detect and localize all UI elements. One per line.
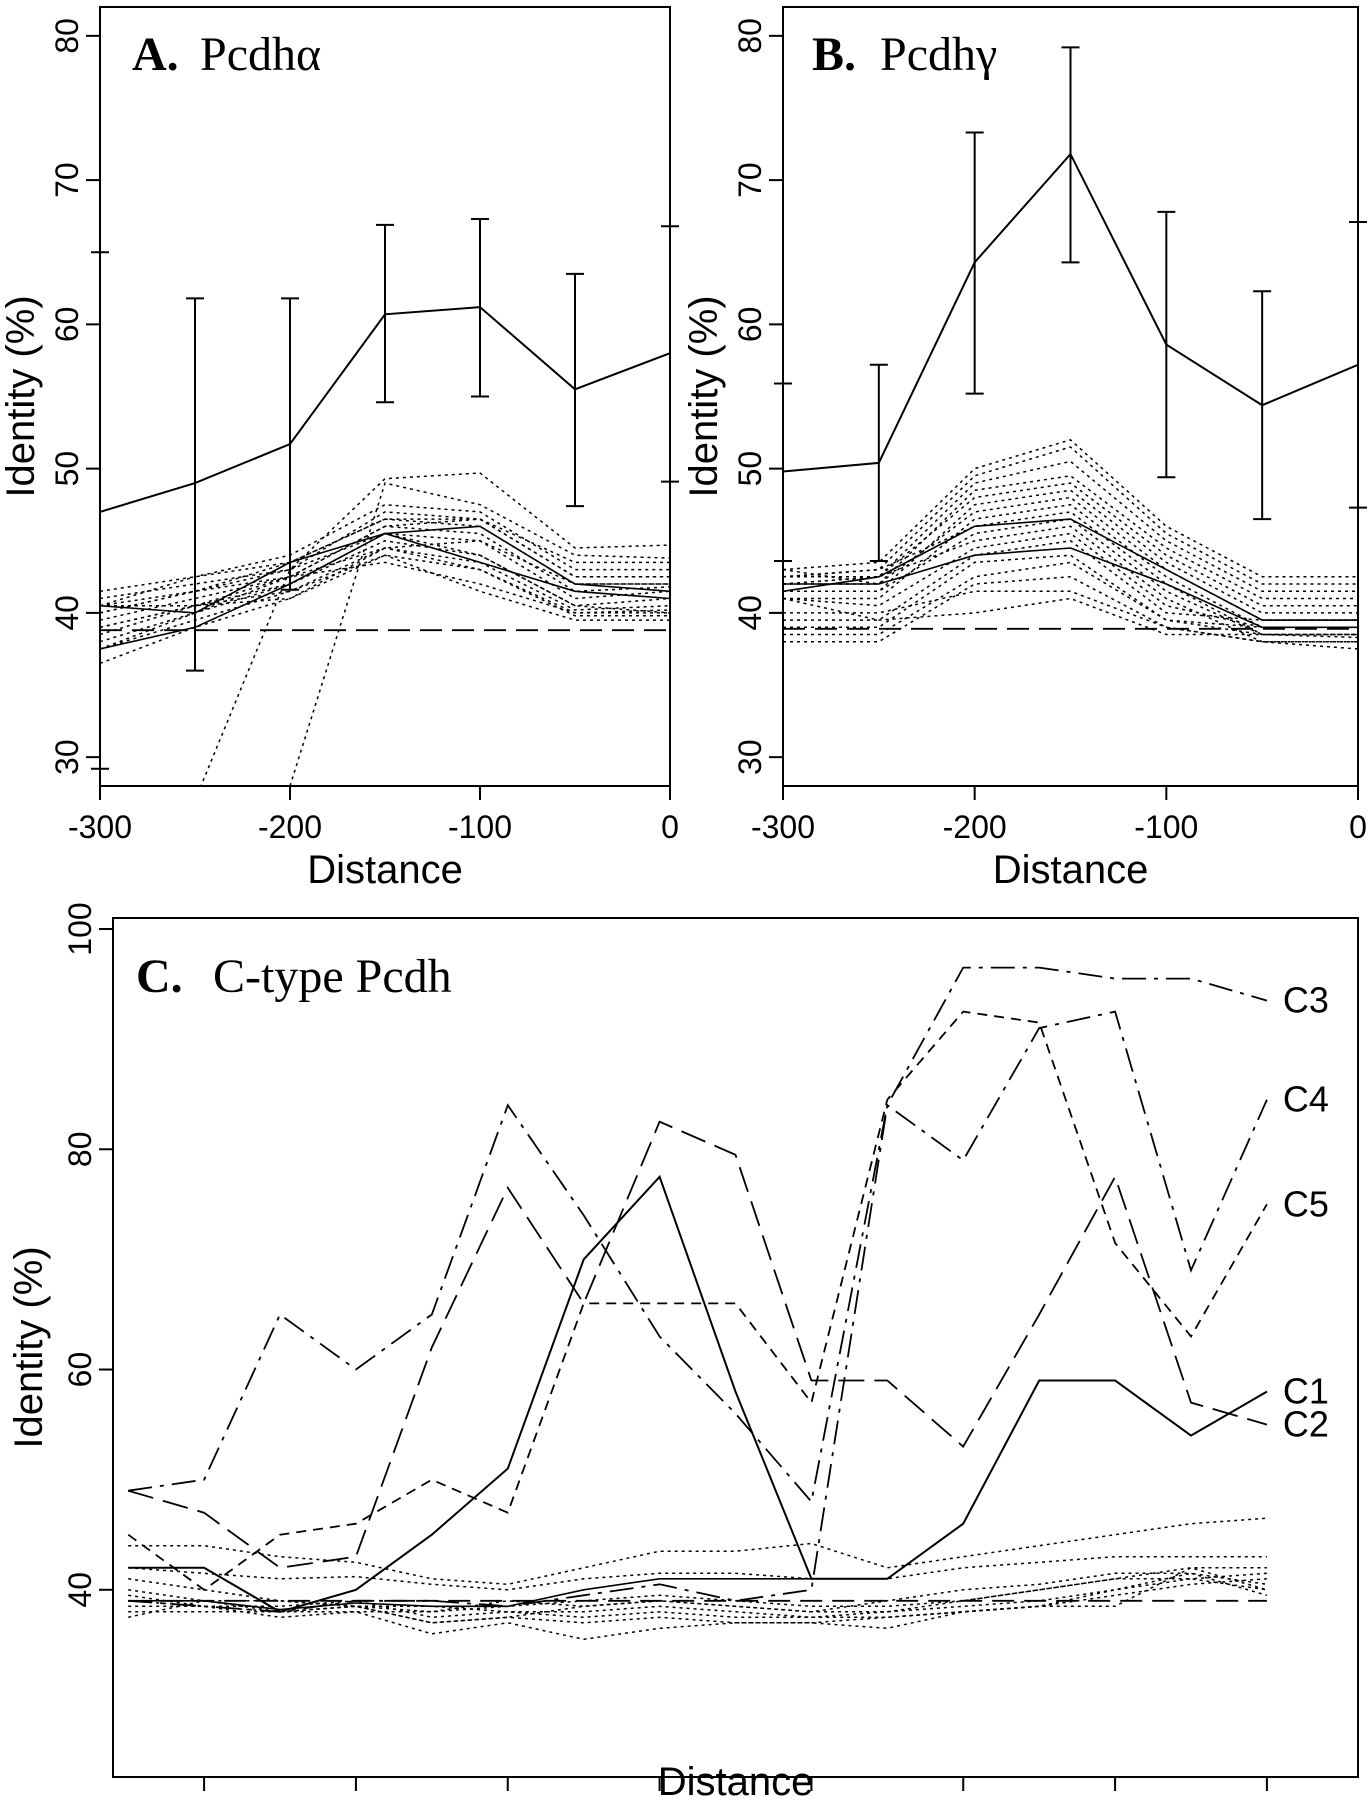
series-line-dotted (783, 561, 1358, 636)
series-line-dotted (783, 597, 1358, 636)
chart-panel-b: -300 -200 -100 0 30 40 50 60 70 80 Distance Identit… (682, 6, 1367, 892)
x-tick-label: 0 (661, 809, 679, 845)
x-tick-label: -300 (751, 809, 815, 845)
panel-letter: C. (136, 950, 183, 1003)
series-line-dotted (783, 503, 1358, 629)
series-line-c5 (127, 1010, 1268, 1591)
series-label-c3: C3 (1283, 980, 1329, 1021)
series-line-dotted (128, 1572, 1268, 1641)
panel-letter: B. (812, 28, 856, 81)
x-tick-label: -100 (1134, 809, 1198, 845)
y-tick-label: 70 (49, 162, 85, 198)
y-axis-title: Identity (%) (682, 295, 726, 497)
series-line-dotted (128, 1572, 1268, 1624)
series-line-solid-thin (783, 547, 1358, 629)
y-tick-label: 80 (732, 18, 768, 54)
series-line-dotted (289, 482, 670, 786)
series-line-dotted (100, 554, 670, 629)
y-tick-label: 50 (49, 451, 85, 487)
series-line-dotted (128, 1566, 1268, 1619)
series-line-dotted (783, 540, 1358, 621)
series-line-dotted (783, 446, 1358, 585)
series-line-dotted (100, 518, 670, 650)
x-axis-title: Distance (307, 848, 463, 892)
series-line-dotted (783, 489, 1358, 614)
series-line-dotted (783, 460, 1358, 593)
series-line-c2 (127, 1120, 1268, 1569)
plot-area (127, 966, 1268, 1641)
panel-title: Pcdhα (200, 28, 321, 81)
series-line-dotted (128, 1578, 1268, 1619)
x-axis-title: Distance (993, 848, 1149, 892)
series-line-c1 (128, 1174, 1268, 1613)
series-line-dotted (100, 561, 670, 614)
x-tick-label: -100 (448, 809, 512, 845)
x-tick-label: -300 (68, 809, 132, 845)
y-axis-title: Identity (%) (7, 1246, 51, 1448)
series-line-dotted (128, 1567, 1267, 1613)
series-line-c4 (128, 1010, 1268, 1504)
series-line-dotted (100, 511, 670, 600)
series-line-dotted (100, 518, 670, 593)
series-line-c3 (128, 966, 1268, 1613)
y-tick-label: 60 (732, 307, 768, 343)
y-tick-label: 80 (49, 18, 85, 54)
series-line-dotted (100, 540, 670, 607)
series-label-c1: C1 (1283, 1371, 1329, 1412)
y-tick-label: 60 (62, 1352, 98, 1388)
y-tick-label: 60 (49, 307, 85, 343)
series-line-dotted (783, 482, 1358, 607)
series-line-dotted (783, 525, 1358, 643)
panel-title: C-type Pcdh (213, 950, 452, 1003)
series-line-dotted (783, 590, 1358, 643)
series-line-dotted (100, 554, 670, 665)
y-tick-label: 40 (49, 595, 85, 631)
series-line-dotted (783, 576, 1358, 650)
y-tick-label: 30 (49, 739, 85, 775)
series-line-solid-thin (128, 1379, 1268, 1611)
series-line-dotted (783, 511, 1358, 636)
y-tick-label: 40 (732, 595, 768, 631)
series-line-dotted (783, 475, 1358, 600)
y-tick-label: 80 (62, 1131, 98, 1167)
panel-title: Pcdhγ (880, 28, 997, 81)
y-axis-title: Identity (%) (0, 295, 43, 497)
plot-frame (112, 917, 1359, 1778)
y-tick-label: 100 (62, 902, 98, 955)
series-line-dotted (100, 547, 670, 629)
series-label-c5: C5 (1283, 1183, 1329, 1224)
series-label-c2: C2 (1283, 1404, 1329, 1445)
panel-letter: A. (132, 28, 179, 81)
y-tick-label: 70 (732, 162, 768, 198)
x-tick-label: -200 (943, 809, 1007, 845)
series-line-dotted (200, 472, 670, 786)
chart-panel-a: -300 -200 -100 0 30 40 50 60 70 80 Distance Identit… (0, 6, 679, 892)
series-label-c4: C4 (1283, 1079, 1329, 1120)
series-line-dotted (783, 438, 1358, 578)
chart-panel-c: -700-600-500-400-300-200-1000406080100Di… (7, 902, 1359, 1800)
x-tick-label: 0 (1349, 809, 1367, 845)
series-line-solid-thin (783, 518, 1358, 621)
y-tick-label: 40 (62, 1572, 98, 1608)
x-axis-title: Distance (658, 1760, 814, 1800)
series-line-dotted (100, 532, 670, 614)
x-tick-label: -200 (258, 809, 322, 845)
series-line-dotted (128, 1517, 1267, 1586)
y-tick-label: 30 (732, 739, 768, 775)
series-line-dotted (783, 496, 1358, 621)
y-tick-label: 50 (732, 451, 768, 487)
series-line-dotted (128, 1555, 1267, 1591)
